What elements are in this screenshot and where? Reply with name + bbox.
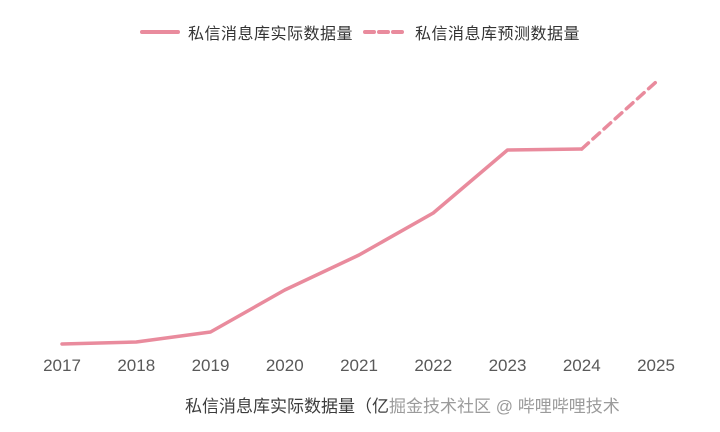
x-axis: 2017 2018 2019 2020 2021 2022 2023 2024 2025 [0, 356, 720, 380]
x-tick-label: 2024 [562, 356, 601, 375]
forecast-series-line [580, 80, 658, 151]
watermark-text: 掘金技术社区 @ 哔哩哔哩技术 [389, 397, 620, 416]
legend-label-forecast: 私信消息库预测数据量 [415, 26, 581, 43]
dashed-line-swatch-icon [363, 30, 407, 34]
solid-line-swatch-icon [139, 30, 180, 34]
chart-caption: 私信消息库实际数据量（亿掘金技术社区 @ 哔哩哔哩技术 [185, 392, 620, 417]
x-tick-label: 2020 [265, 356, 304, 375]
caption-text: 私信消息库实际数据量（亿 [185, 397, 389, 416]
x-tick-label: 2019 [191, 356, 230, 375]
x-tick-label: 2021 [340, 356, 378, 375]
legend-item-actual: 私信消息库实际数据量 [139, 20, 353, 44]
x-tick-label: 2022 [414, 356, 453, 375]
actual-series-line [60, 147, 584, 346]
chart-legend: 私信消息库实际数据量 私信消息库预测数据量 [0, 20, 720, 44]
x-tick-label: 2017 [43, 356, 81, 375]
x-tick-label: 2025 [637, 356, 675, 375]
legend-item-forecast: 私信消息库预测数据量 [363, 20, 580, 44]
legend-label-actual: 私信消息库实际数据量 [187, 26, 353, 43]
x-tick-label: 2018 [117, 356, 156, 375]
x-tick-label: 2023 [488, 356, 527, 375]
